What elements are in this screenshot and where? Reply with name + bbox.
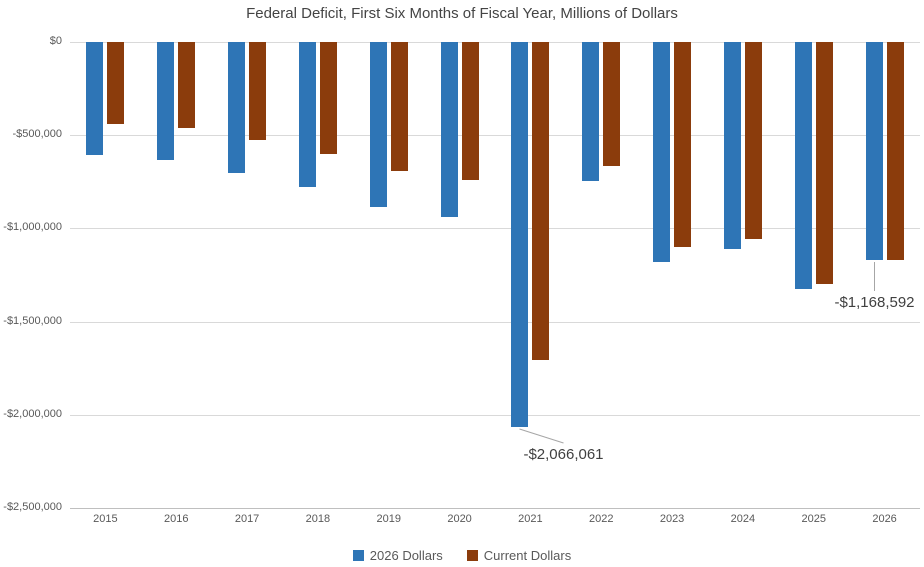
x-axis: 2015 2016 2017 2018 2019 2020 2021 2022 2023 2024… xyxy=(70,513,920,529)
bar-2026-dollars-2021[interactable] xyxy=(511,42,528,427)
bar-2026-dollars-2016[interactable] xyxy=(157,42,174,160)
bar-current-dollars-2018[interactable] xyxy=(320,42,337,154)
gridline xyxy=(70,228,920,229)
bar-current-dollars-2023[interactable] xyxy=(674,42,691,247)
y-axis: $0 -$500,000 -$1,000,000 -$1,500,000 -$2,000… xyxy=(0,35,62,513)
bar-2026-dollars-2024[interactable] xyxy=(724,42,741,249)
plot-area: -$2,066,061 -$1,168,592 xyxy=(70,42,920,509)
bar-current-dollars-2021[interactable] xyxy=(532,42,549,360)
y-axis-tick-label: -$1,000,000 xyxy=(3,221,62,233)
bar-current-dollars-2025[interactable] xyxy=(816,42,833,284)
legend-label: Current Dollars xyxy=(483,548,572,563)
x-axis-tick-label: 2024 xyxy=(730,513,756,525)
y-axis-tick-label: -$2,500,000 xyxy=(3,501,62,513)
bar-current-dollars-2022[interactable] xyxy=(603,42,620,166)
x-axis-tick-label: 2023 xyxy=(659,513,685,525)
chart-title: Federal Deficit, First Six Months of Fis… xyxy=(246,5,678,22)
legend-label: 2026 Dollars xyxy=(369,548,443,563)
bar-current-dollars-2015[interactable] xyxy=(107,42,124,124)
bar-2026-dollars-2018[interactable] xyxy=(299,42,316,187)
bar-2026-dollars-2022[interactable] xyxy=(582,42,599,181)
bar-2026-dollars-2017[interactable] xyxy=(228,42,245,173)
legend-item-current-dollars[interactable]: Current Dollars xyxy=(466,548,572,563)
x-axis-tick-label: 2019 xyxy=(376,513,401,525)
legend: 2026 Dollars Current Dollars xyxy=(0,548,924,563)
legend-item-2026-dollars[interactable]: 2026 Dollars xyxy=(352,548,443,563)
bar-2026-dollars-2026[interactable] xyxy=(866,42,883,260)
x-axis-tick-label: 2022 xyxy=(589,513,614,525)
data-label-2021: -$2,066,061 xyxy=(523,446,604,463)
bar-2026-dollars-2019[interactable] xyxy=(370,42,387,207)
x-axis-tick-label: 2015 xyxy=(93,513,118,525)
gridline xyxy=(70,415,920,416)
y-axis-tick-label: -$500,000 xyxy=(12,128,62,140)
gridline xyxy=(70,135,920,136)
bar-2026-dollars-2023[interactable] xyxy=(653,42,670,262)
legend-swatch-icon xyxy=(466,550,478,561)
bar-current-dollars-2019[interactable] xyxy=(391,42,408,171)
bar-current-dollars-2020[interactable] xyxy=(462,42,479,180)
x-axis-tick-label: 2017 xyxy=(234,513,260,525)
bar-2026-dollars-2020[interactable] xyxy=(441,42,458,217)
bar-2026-dollars-2025[interactable] xyxy=(795,42,812,289)
annotation-leader-line xyxy=(519,428,564,444)
bar-2026-dollars-2015[interactable] xyxy=(86,42,103,155)
bar-current-dollars-2026[interactable] xyxy=(887,42,904,260)
x-axis-tick-label: 2026 xyxy=(872,513,897,525)
bar-current-dollars-2017[interactable] xyxy=(249,42,266,140)
x-axis-tick-label: 2025 xyxy=(801,513,826,525)
bar-current-dollars-2024[interactable] xyxy=(745,42,762,239)
y-axis-tick-label: $0 xyxy=(49,35,62,47)
x-axis-tick-label: 2020 xyxy=(447,513,472,525)
legend-swatch-icon xyxy=(352,550,364,561)
data-label-2026: -$1,168,592 xyxy=(834,294,915,311)
gridline xyxy=(70,322,920,323)
annotation-leader-lines xyxy=(519,262,875,444)
x-axis-tick-label: 2021 xyxy=(518,513,543,525)
x-axis-line xyxy=(70,508,920,509)
y-axis-tick-label: -$2,000,000 xyxy=(3,408,62,420)
bar-current-dollars-2016[interactable] xyxy=(178,42,195,128)
gridline xyxy=(70,42,920,43)
x-axis-tick-label: 2018 xyxy=(305,513,331,525)
y-axis-tick-label: -$1,500,000 xyxy=(3,315,62,327)
x-axis-tick-label: 2016 xyxy=(164,513,189,525)
